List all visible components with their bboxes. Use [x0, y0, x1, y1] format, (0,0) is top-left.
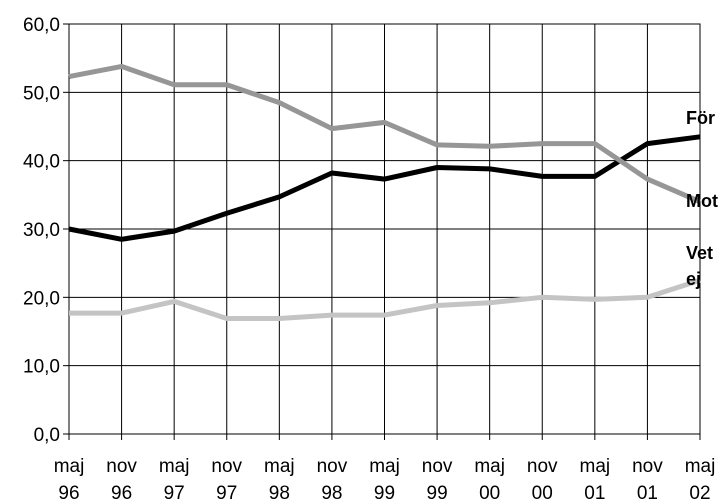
x-tick-label: maj [474, 456, 505, 477]
y-tick-label: 30,0 [23, 220, 60, 241]
y-tick-label: 60,0 [23, 15, 60, 36]
y-tick-label: 0,0 [34, 425, 60, 446]
x-tick-label: 98 [321, 483, 342, 501]
x-tick-label: 96 [58, 483, 79, 501]
x-tick-label: 00 [479, 483, 500, 501]
x-tick-label: maj [685, 456, 716, 477]
x-tick-label: 97 [216, 483, 237, 501]
series-lines [68, 63, 701, 321]
legend-label: Vet [686, 243, 713, 263]
series-line-mot [68, 63, 701, 204]
x-tick-label: nov [106, 456, 137, 477]
series-line-för [68, 134, 701, 242]
x-tick-label: nov [632, 456, 663, 477]
legend-label: ej [686, 269, 701, 289]
x-tick-label: 01 [637, 483, 658, 501]
x-tick-label: 02 [689, 483, 710, 501]
x-tick-label: maj [369, 456, 400, 477]
x-tick-label: maj [159, 456, 190, 477]
x-tick-label: 99 [427, 483, 448, 501]
x-tick-label: nov [211, 456, 242, 477]
legend-label: Mot [686, 191, 718, 211]
x-tick-label: maj [264, 456, 295, 477]
x-tick-label: 01 [584, 483, 605, 501]
x-tick-label: 99 [374, 483, 395, 501]
x-tick-label: maj [54, 456, 85, 477]
x-tick-label: nov [422, 456, 453, 477]
x-axis-ticks: maj 96 nov 96 maj 97 nov 97 maj 98 nov 98 maj 99 nov 99… [54, 434, 716, 501]
y-axis-ticks: 0,0 10,0 20,0 30,0 40,0 50,0 60,0 [23, 15, 69, 446]
x-tick-label: nov [317, 456, 348, 477]
x-tick-label: maj [580, 456, 611, 477]
x-tick-label: nov [527, 456, 558, 477]
x-tick-label: 97 [164, 483, 185, 501]
y-tick-label: 10,0 [23, 357, 60, 378]
series-line-vet-ej [69, 277, 701, 321]
x-tick-label: 00 [532, 483, 553, 501]
y-tick-label: 40,0 [23, 152, 60, 173]
legend: För Mot Vet ej [686, 108, 718, 289]
x-tick-label: 96 [111, 483, 132, 501]
y-tick-label: 50,0 [23, 83, 60, 104]
x-tick-label: 98 [269, 483, 290, 501]
y-tick-label: 20,0 [23, 288, 60, 309]
legend-label: För [686, 108, 715, 128]
grid-lines [69, 23, 700, 435]
